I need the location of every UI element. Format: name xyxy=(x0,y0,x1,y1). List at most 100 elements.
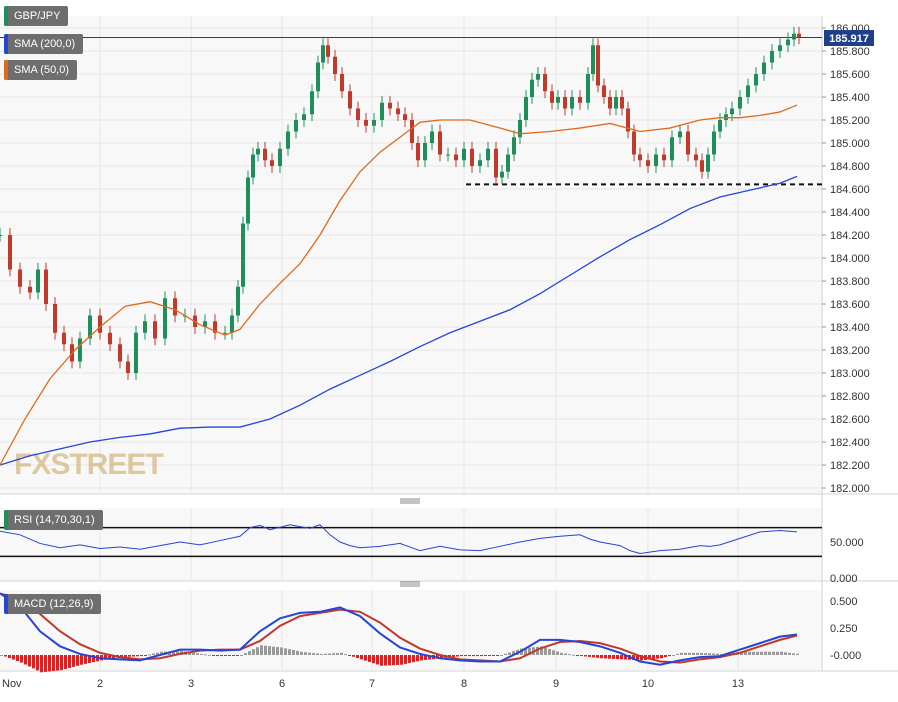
candle-body xyxy=(478,160,482,166)
price-tick-label: 183.600 xyxy=(830,299,870,311)
candle-body xyxy=(686,131,690,155)
macd-histogram-bar xyxy=(172,651,175,655)
macd-histogram-bar xyxy=(332,653,335,655)
price-tick-label: 185.800 xyxy=(830,46,870,58)
time-tick-label: 2 xyxy=(97,678,103,690)
rsi-line xyxy=(0,524,798,555)
macd-histogram-bar xyxy=(596,655,599,658)
candle-body xyxy=(256,148,260,155)
macd-histogram-bar xyxy=(388,655,391,666)
candle-body xyxy=(646,160,650,166)
macd-histogram-bar xyxy=(412,655,415,663)
macd-histogram-bar xyxy=(140,655,143,657)
macd-histogram-bar xyxy=(124,655,127,657)
macd-histogram-bar xyxy=(12,655,15,660)
candle-body xyxy=(316,62,320,92)
macd-histogram-bar xyxy=(624,655,627,660)
candle-body xyxy=(494,148,498,178)
macd-histogram-bar xyxy=(456,655,459,657)
macd-histogram-bar xyxy=(44,655,47,672)
candle-body xyxy=(213,321,217,333)
legend-rsi-swatch xyxy=(4,510,8,530)
macd-histogram-bar xyxy=(328,653,331,655)
legend-sma50[interactable]: SMA (50,0) xyxy=(4,60,78,80)
candle-body xyxy=(626,108,630,132)
macd-histogram-bar xyxy=(584,655,587,657)
rsi-plot xyxy=(0,524,822,558)
macd-histogram-bar xyxy=(280,647,283,655)
legend-symbol-swatch xyxy=(4,6,8,26)
macd-histogram-bar xyxy=(672,655,675,656)
macd-histogram-bar xyxy=(4,655,7,657)
candle-body xyxy=(438,131,442,155)
macd-histogram-bar xyxy=(312,653,315,655)
candle-body xyxy=(223,332,227,334)
macd-histogram-bar xyxy=(428,655,431,660)
candle-body xyxy=(550,91,554,103)
candle-body xyxy=(78,338,82,362)
macd-histogram-bar xyxy=(604,655,607,659)
watermark-logo: FXSTREET xyxy=(14,448,163,481)
candle-body xyxy=(632,131,636,155)
legend-symbol[interactable]: GBP/JPY xyxy=(4,6,69,26)
rsi-panel-resize-handle[interactable] xyxy=(400,498,420,504)
macd-histogram-bar xyxy=(148,654,151,656)
candle-body xyxy=(462,148,466,161)
candle-body xyxy=(302,114,306,120)
macd-histogram-bar xyxy=(392,655,395,666)
price-tick-label: 183.800 xyxy=(830,276,870,288)
macd-signal-line xyxy=(0,592,798,664)
macd-histogram-bar xyxy=(76,655,79,666)
macd-histogram-bar xyxy=(476,655,479,657)
candle-body xyxy=(470,148,474,166)
candle-body xyxy=(556,97,560,103)
macd-histogram-bar xyxy=(120,655,123,658)
macd-histogram-bar xyxy=(620,655,623,660)
macd-histogram-bar xyxy=(232,655,235,656)
candle-body xyxy=(446,154,450,156)
macd-histogram-bar xyxy=(400,655,403,665)
candle-body xyxy=(153,321,157,339)
last-price-label: 185.917 xyxy=(829,33,869,45)
macd-histogram-bar xyxy=(768,651,771,655)
macd-histogram-bar xyxy=(528,647,531,655)
macd-histogram-bar xyxy=(356,655,359,659)
macd-histogram-bar xyxy=(716,653,719,655)
macd-histogram-bar xyxy=(688,652,691,655)
macd-histogram-bar xyxy=(24,655,27,665)
macd-histogram-bar xyxy=(352,655,355,657)
macd-histogram-bar xyxy=(536,646,539,655)
candle-body xyxy=(230,315,234,333)
macd-histogram-bar xyxy=(16,655,19,662)
macd-histogram-bar xyxy=(512,651,515,655)
macd-histogram-bar xyxy=(496,655,499,656)
macd-histogram-bar xyxy=(220,655,223,657)
macd-histogram-bar xyxy=(200,653,203,655)
macd-histogram-bar xyxy=(764,651,767,655)
candle-body xyxy=(638,154,642,161)
macd-histogram-bar xyxy=(28,655,31,667)
price-tick-label: 183.400 xyxy=(830,322,870,334)
legend-rsi-label: RSI (14,70,30,1) xyxy=(14,514,95,526)
macd-panel-resize-handle[interactable] xyxy=(400,581,420,587)
macd-histogram-bar xyxy=(540,646,543,655)
candle-body xyxy=(372,120,376,126)
macd-histogram-bar xyxy=(380,655,383,666)
candle-body xyxy=(608,97,612,109)
macd-line xyxy=(0,592,798,666)
legend-macd[interactable]: MACD (12,26,9) xyxy=(4,594,102,614)
legend-sma200[interactable]: SMA (200,0) xyxy=(4,34,84,54)
macd-histogram-bar xyxy=(660,655,663,659)
legend-sma50-swatch xyxy=(4,60,8,80)
price-tick-label: 184.200 xyxy=(830,230,870,242)
candle-body xyxy=(278,148,282,166)
time-tick-label: 10 xyxy=(642,678,654,690)
legend-rsi[interactable]: RSI (14,70,30,1) xyxy=(4,510,103,530)
candle-body xyxy=(126,361,130,373)
macd-histogram-bar xyxy=(40,655,43,673)
macd-histogram-bar xyxy=(648,655,651,660)
candle-body xyxy=(380,102,384,120)
macd-histogram-bar xyxy=(552,650,555,655)
price-tick-label: 184.800 xyxy=(830,161,870,173)
